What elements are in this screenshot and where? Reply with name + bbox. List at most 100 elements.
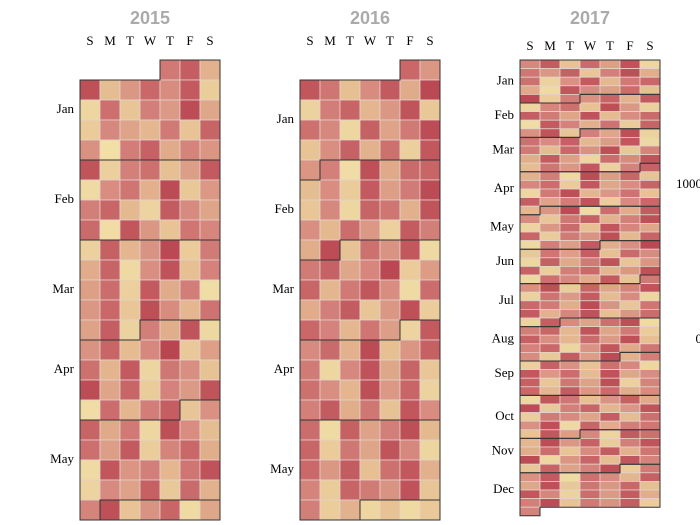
- day-cell: [99, 259, 121, 281]
- day-cell: [599, 59, 621, 70]
- day-cell: [619, 480, 641, 491]
- day-cell: [579, 111, 601, 121]
- day-cell: [119, 339, 141, 361]
- day-cell: [539, 68, 561, 78]
- day-cell: [639, 76, 661, 87]
- day-cell: [599, 351, 621, 362]
- day-cell: [399, 199, 421, 221]
- day-cell: [99, 99, 121, 121]
- day-cell: [619, 111, 641, 121]
- day-cell: [379, 259, 401, 281]
- day-cell: [179, 399, 201, 421]
- month-label: Jul: [499, 292, 515, 307]
- legend-label: 1000: [676, 176, 700, 191]
- day-cell: [599, 231, 621, 242]
- day-cell: [599, 429, 621, 439]
- day-cell: [539, 317, 561, 328]
- day-cell: [639, 231, 661, 242]
- day-cell: [599, 111, 621, 121]
- day-cell: [159, 99, 181, 121]
- day-cell: [599, 472, 621, 482]
- day-cell: [559, 283, 581, 293]
- day-cell: [559, 136, 581, 147]
- day-cell: [79, 179, 101, 201]
- day-cell: [619, 394, 641, 405]
- day-cell: [539, 197, 561, 207]
- month-label: Nov: [492, 442, 515, 457]
- day-cell: [579, 136, 601, 147]
- day-cell: [539, 76, 561, 87]
- day-cell: [559, 291, 581, 302]
- day-cell: [379, 399, 401, 421]
- day-cell: [599, 343, 621, 353]
- day-cell: [419, 439, 441, 461]
- day-cell: [159, 119, 181, 141]
- day-cell: [559, 369, 581, 379]
- day-cell: [519, 463, 541, 474]
- day-cell: [399, 379, 421, 401]
- day-cell: [559, 420, 581, 431]
- day-cell: [579, 300, 601, 310]
- day-cell: [519, 265, 541, 276]
- day-cell: [619, 437, 641, 448]
- day-cell: [159, 139, 181, 161]
- day-cell: [79, 399, 101, 421]
- day-cell: [319, 299, 341, 321]
- day-cell: [79, 219, 101, 241]
- day-cell: [519, 377, 541, 388]
- day-cell: [519, 94, 541, 104]
- day-cell: [559, 197, 581, 207]
- day-cell: [519, 248, 541, 259]
- day-cell: [179, 479, 201, 501]
- day-cell: [639, 498, 661, 508]
- day-cell: [519, 136, 541, 147]
- day-cell: [539, 171, 561, 181]
- day-cell: [579, 76, 601, 87]
- month-label: Apr: [494, 180, 515, 195]
- day-cell: [619, 248, 641, 259]
- weekday-label: M: [104, 33, 116, 48]
- day-cell: [559, 334, 581, 345]
- day-cell: [99, 479, 121, 501]
- day-cell: [419, 479, 441, 501]
- day-cell: [539, 274, 561, 285]
- day-cell: [119, 319, 141, 341]
- weekday-label: T: [346, 33, 354, 48]
- day-cell: [199, 259, 221, 281]
- day-cell: [599, 205, 621, 216]
- day-cell: [399, 459, 421, 481]
- year-title: 2017: [570, 8, 610, 28]
- day-cell: [639, 197, 661, 207]
- day-cell: [339, 299, 361, 321]
- day-cell: [159, 419, 181, 441]
- day-cell: [419, 419, 441, 441]
- day-cell: [379, 359, 401, 381]
- weekday-label: F: [626, 38, 633, 53]
- day-cell: [639, 85, 661, 95]
- day-cell: [339, 499, 361, 521]
- day-cell: [519, 283, 541, 293]
- day-cell: [539, 214, 561, 224]
- day-cell: [619, 85, 641, 95]
- day-cell: [159, 319, 181, 341]
- day-cell: [119, 239, 141, 261]
- day-cell: [639, 369, 661, 379]
- weekday-label: F: [186, 33, 193, 48]
- day-cell: [119, 99, 141, 121]
- day-cell: [619, 240, 641, 250]
- day-cell: [579, 162, 601, 173]
- day-cell: [379, 159, 401, 181]
- day-cell: [519, 85, 541, 95]
- day-cell: [199, 379, 221, 401]
- day-cell: [519, 111, 541, 121]
- day-cell: [159, 439, 181, 461]
- day-cell: [519, 369, 541, 379]
- day-cell: [539, 102, 561, 113]
- month-outline: [519, 463, 661, 517]
- day-cell: [339, 399, 361, 421]
- day-cell: [579, 171, 601, 181]
- day-cell: [599, 437, 621, 448]
- day-cell: [619, 498, 641, 508]
- day-cell: [619, 102, 641, 113]
- day-cell: [539, 472, 561, 482]
